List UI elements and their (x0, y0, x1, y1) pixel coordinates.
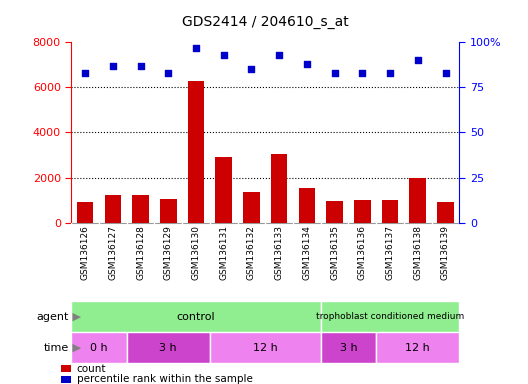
Text: GSM136126: GSM136126 (81, 225, 90, 280)
Point (109, 63, 117, 69)
Text: GSM136133: GSM136133 (275, 225, 284, 280)
Point (441, 70, 450, 76)
Text: percentile rank within the sample: percentile rank within the sample (77, 374, 252, 384)
Point (220, 52, 228, 58)
Bar (215, 157, 232, 223)
Point (247, 66, 256, 73)
Text: ▶: ▶ (69, 312, 81, 322)
Point (386, 70, 394, 76)
Point (303, 61, 311, 67)
Bar (105, 195, 121, 223)
Bar (410, 177, 426, 223)
Text: 0 h: 0 h (90, 343, 108, 353)
Bar (437, 202, 454, 223)
Bar (376, 332, 459, 363)
Text: GDS2414 / 204610_s_at: GDS2414 / 204610_s_at (182, 15, 348, 29)
Bar (382, 200, 398, 223)
Point (136, 63, 145, 69)
Point (81, 70, 89, 76)
Point (275, 52, 284, 58)
Point (192, 45, 200, 51)
Bar (71, 301, 321, 332)
Text: trophoblast conditioned medium: trophoblast conditioned medium (316, 312, 464, 321)
Text: GSM136138: GSM136138 (413, 225, 422, 280)
Bar (354, 200, 371, 223)
Text: control: control (177, 312, 215, 322)
Text: GSM136130: GSM136130 (192, 225, 201, 280)
Text: GSM136131: GSM136131 (219, 225, 228, 280)
Text: 12 h: 12 h (253, 343, 278, 353)
Bar (299, 188, 315, 223)
Text: ▶: ▶ (69, 343, 81, 353)
Point (164, 70, 173, 76)
Text: GSM136128: GSM136128 (136, 225, 145, 280)
Bar (321, 301, 459, 332)
Bar (61, 376, 71, 383)
Bar (243, 192, 260, 223)
Text: count: count (77, 364, 106, 374)
Bar (71, 332, 127, 363)
Point (413, 57, 422, 63)
Text: 3 h: 3 h (340, 343, 357, 353)
Text: GSM136135: GSM136135 (330, 225, 339, 280)
Text: GSM136139: GSM136139 (441, 225, 450, 280)
Bar (326, 201, 343, 223)
Text: GSM136136: GSM136136 (358, 225, 367, 280)
Bar (210, 332, 321, 363)
Text: GSM136127: GSM136127 (108, 225, 117, 280)
Text: 3 h: 3 h (159, 343, 177, 353)
Text: 12 h: 12 h (406, 343, 430, 353)
Text: agent: agent (36, 312, 69, 322)
Text: GSM136134: GSM136134 (303, 225, 312, 280)
Text: GSM136132: GSM136132 (247, 225, 256, 280)
Bar (77, 202, 93, 223)
Bar (271, 154, 288, 223)
Text: time: time (43, 343, 69, 353)
Text: GSM136137: GSM136137 (385, 225, 394, 280)
Bar (61, 365, 71, 372)
Bar (188, 81, 204, 223)
Point (331, 70, 339, 76)
Bar (127, 332, 210, 363)
Bar (321, 332, 376, 363)
Text: GSM136129: GSM136129 (164, 225, 173, 280)
Bar (132, 195, 149, 223)
Point (358, 70, 366, 76)
Bar (160, 199, 176, 223)
